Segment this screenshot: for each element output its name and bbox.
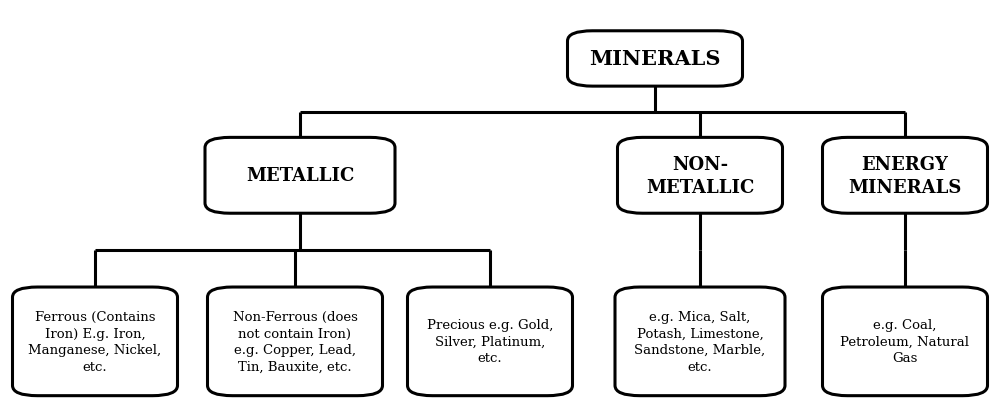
FancyBboxPatch shape bbox=[12, 287, 178, 396]
FancyBboxPatch shape bbox=[205, 138, 395, 213]
FancyBboxPatch shape bbox=[822, 287, 988, 396]
FancyBboxPatch shape bbox=[615, 287, 785, 396]
Text: e.g. Coal,
Petroleum, Natural
Gas: e.g. Coal, Petroleum, Natural Gas bbox=[840, 319, 970, 364]
FancyBboxPatch shape bbox=[568, 31, 742, 87]
Text: ENERGY
MINERALS: ENERGY MINERALS bbox=[848, 155, 962, 196]
Text: MINERALS: MINERALS bbox=[589, 49, 721, 69]
Text: METALLIC: METALLIC bbox=[246, 167, 354, 185]
FancyBboxPatch shape bbox=[822, 138, 988, 213]
Text: Precious e.g. Gold,
Silver, Platinum,
etc.: Precious e.g. Gold, Silver, Platinum, et… bbox=[427, 319, 553, 364]
FancyBboxPatch shape bbox=[617, 138, 782, 213]
FancyBboxPatch shape bbox=[208, 287, 382, 396]
Text: e.g. Mica, Salt,
Potash, Limestone,
Sandstone, Marble,
etc.: e.g. Mica, Salt, Potash, Limestone, Sand… bbox=[634, 310, 766, 373]
Text: Non-Ferrous (does
not contain Iron)
e.g. Copper, Lead,
Tin, Bauxite, etc.: Non-Ferrous (does not contain Iron) e.g.… bbox=[233, 310, 357, 373]
Text: NON-
METALLIC: NON- METALLIC bbox=[646, 155, 754, 196]
FancyBboxPatch shape bbox=[408, 287, 572, 396]
Text: Ferrous (Contains
Iron) E.g. Iron,
Manganese, Nickel,
etc.: Ferrous (Contains Iron) E.g. Iron, Manga… bbox=[28, 310, 162, 373]
